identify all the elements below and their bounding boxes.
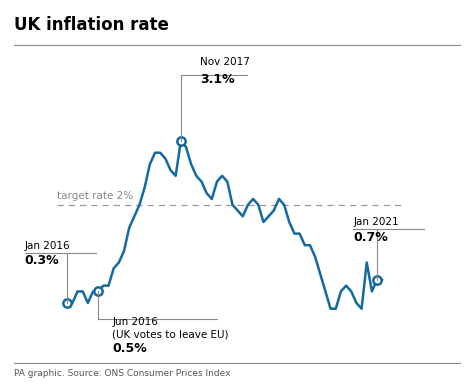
Text: 0.5%: 0.5% [112,342,147,355]
Text: 3.1%: 3.1% [200,73,235,86]
Text: 0.3%: 0.3% [25,255,59,267]
Text: UK inflation rate: UK inflation rate [14,16,169,33]
Text: 0.7%: 0.7% [354,231,388,244]
Text: Jun 2016
(UK votes to leave EU): Jun 2016 (UK votes to leave EU) [112,317,229,339]
Text: PA graphic. Source: ONS Consumer Prices Index: PA graphic. Source: ONS Consumer Prices … [14,369,231,378]
Text: Jan 2021: Jan 2021 [354,218,399,227]
Text: Jan 2016: Jan 2016 [25,241,70,251]
Text: target rate 2%: target rate 2% [57,191,133,201]
Text: Nov 2017: Nov 2017 [200,57,250,68]
